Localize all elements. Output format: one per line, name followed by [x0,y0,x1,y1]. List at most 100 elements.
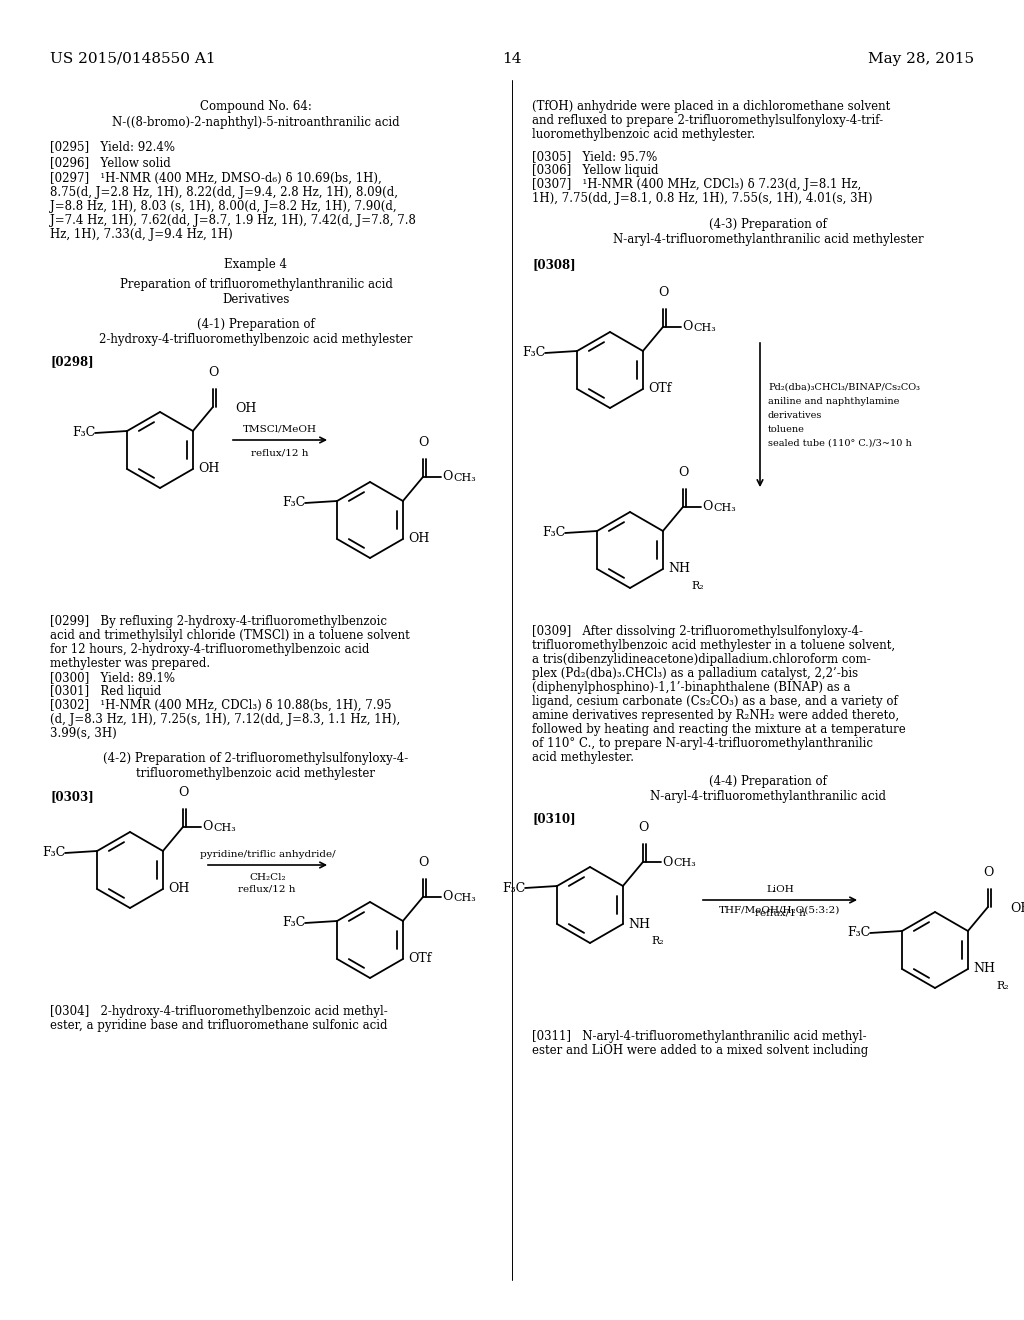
Text: OH: OH [408,532,429,545]
Text: [0300]   Yield: 89.1%: [0300] Yield: 89.1% [50,671,175,684]
Text: OTf: OTf [648,383,672,396]
Text: NH: NH [973,962,995,975]
Text: CH₃: CH₃ [693,323,716,333]
Text: J=7.4 Hz, 1H), 7.62(dd, J=8.7, 1.9 Hz, 1H), 7.42(d, J=7.8, 7.8: J=7.4 Hz, 1H), 7.62(dd, J=8.7, 1.9 Hz, 1… [50,214,416,227]
Text: ligand, cesium carbonate (Cs₂CO₃) as a base, and a variety of: ligand, cesium carbonate (Cs₂CO₃) as a b… [532,696,898,708]
Text: OH: OH [1010,903,1024,916]
Text: F₃C: F₃C [502,882,525,895]
Text: O: O [639,821,649,834]
Text: [0298]: [0298] [50,355,93,368]
Text: TMSCl/MeOH: TMSCl/MeOH [243,425,317,434]
Text: (4-1) Preparation of: (4-1) Preparation of [198,318,314,331]
Text: NH: NH [628,917,650,931]
Text: J=8.8 Hz, 1H), 8.03 (s, 1H), 8.00(d, J=8.2 Hz, 1H), 7.90(d,: J=8.8 Hz, 1H), 8.03 (s, 1H), 8.00(d, J=8… [50,201,396,213]
Text: [0297]   ¹H-NMR (400 MHz, DMSO-d₆) δ 10.69(bs, 1H),: [0297] ¹H-NMR (400 MHz, DMSO-d₆) δ 10.69… [50,172,382,185]
Text: reflux/12 h: reflux/12 h [239,884,296,894]
Text: O: O [209,366,219,379]
Text: 14: 14 [502,51,522,66]
Text: O: O [682,321,692,334]
Text: [0311]   N-aryl-4-trifluoromethylanthranilic acid methyl-: [0311] N-aryl-4-trifluoromethylanthranil… [532,1030,866,1043]
Text: [0308]: [0308] [532,257,575,271]
Text: Compound No. 64:: Compound No. 64: [200,100,312,114]
Text: (TfOH) anhydride were placed in a dichloromethane solvent: (TfOH) anhydride were placed in a dichlo… [532,100,890,114]
Text: reflux/1 h: reflux/1 h [755,908,806,917]
Text: sealed tube (110° C.)/3~10 h: sealed tube (110° C.)/3~10 h [768,438,911,447]
Text: Pd₂(dba)₃CHCl₃/BINAP/Cs₂CO₃: Pd₂(dba)₃CHCl₃/BINAP/Cs₂CO₃ [768,383,920,392]
Text: O: O [701,500,713,513]
Text: CH₃: CH₃ [673,858,695,869]
Text: May 28, 2015: May 28, 2015 [868,51,974,66]
Text: OH: OH [168,883,189,895]
Text: NH: NH [668,562,690,576]
Text: methylester was prepared.: methylester was prepared. [50,657,210,671]
Text: Derivatives: Derivatives [222,293,290,306]
Text: O: O [679,466,689,479]
Text: OH: OH [234,403,256,416]
Text: of 110° C., to prepare N-aryl-4-trifluoromethylanthranilic: of 110° C., to prepare N-aryl-4-trifluor… [532,737,873,750]
Text: luoromethylbenzoic acid methylester.: luoromethylbenzoic acid methylester. [532,128,756,141]
Text: [0309]   After dissolving 2-trifluoromethylsulfonyloxy-4-: [0309] After dissolving 2-trifluoromethy… [532,624,863,638]
Text: [0304]   2-hydroxy-4-trifluoromethylbenzoic acid methyl-: [0304] 2-hydroxy-4-trifluoromethylbenzoi… [50,1005,388,1018]
Text: 8.75(d, J=2.8 Hz, 1H), 8.22(dd, J=9.4, 2.8 Hz, 1H), 8.09(d,: 8.75(d, J=2.8 Hz, 1H), 8.22(dd, J=9.4, 2… [50,186,398,199]
Text: 3.99(s, 3H): 3.99(s, 3H) [50,727,117,741]
Text: N-aryl-4-trifluoromethylanthranilic acid: N-aryl-4-trifluoromethylanthranilic acid [650,789,886,803]
Text: (d, J=8.3 Hz, 1H), 7.25(s, 1H), 7.12(dd, J=8.3, 1.1 Hz, 1H),: (d, J=8.3 Hz, 1H), 7.25(s, 1H), 7.12(dd,… [50,713,400,726]
Text: followed by heating and reacting the mixture at a temperature: followed by heating and reacting the mix… [532,723,906,737]
Text: [0296]   Yellow solid: [0296] Yellow solid [50,156,171,169]
Text: LiOH: LiOH [766,884,794,894]
Text: [0307]   ¹H-NMR (400 MHz, CDCl₃) δ 7.23(d, J=8.1 Hz,: [0307] ¹H-NMR (400 MHz, CDCl₃) δ 7.23(d,… [532,178,861,191]
Text: O: O [179,785,189,799]
Text: 2-hydroxy-4-trifluoromethylbenzoic acid methylester: 2-hydroxy-4-trifluoromethylbenzoic acid … [99,333,413,346]
Text: O: O [442,470,453,483]
Text: R₂: R₂ [996,981,1009,991]
Text: [0299]   By refluxing 2-hydroxy-4-trifluoromethylbenzoic: [0299] By refluxing 2-hydroxy-4-trifluor… [50,615,387,628]
Text: ester and LiOH were added to a mixed solvent including: ester and LiOH were added to a mixed sol… [532,1044,868,1057]
Text: (4-3) Preparation of: (4-3) Preparation of [709,218,827,231]
Text: F₃C: F₃C [847,927,870,940]
Text: trifluoromethylbenzoic acid methylester: trifluoromethylbenzoic acid methylester [136,767,376,780]
Text: O: O [202,821,212,833]
Text: O: O [984,866,994,879]
Text: acid methylester.: acid methylester. [532,751,634,764]
Text: O: O [662,855,673,869]
Text: R₂: R₂ [691,581,703,591]
Text: (4-4) Preparation of: (4-4) Preparation of [709,775,827,788]
Text: F₃C: F₃C [282,496,305,510]
Text: N-aryl-4-trifluoromethylanthranilic acid methylester: N-aryl-4-trifluoromethylanthranilic acid… [612,234,924,246]
Text: Hz, 1H), 7.33(d, J=9.4 Hz, 1H): Hz, 1H), 7.33(d, J=9.4 Hz, 1H) [50,228,232,242]
Text: Preparation of trifluoromethylanthranilic acid: Preparation of trifluoromethylanthranili… [120,279,392,290]
Text: trifluoromethylbenzoic acid methylester in a toluene solvent,: trifluoromethylbenzoic acid methylester … [532,639,895,652]
Text: [0302]   ¹H-NMR (400 MHz, CDCl₃) δ 10.88(bs, 1H), 7.95: [0302] ¹H-NMR (400 MHz, CDCl₃) δ 10.88(b… [50,700,391,711]
Text: F₃C: F₃C [522,346,545,359]
Text: O: O [658,286,669,300]
Text: amine derivatives represented by R₂NH₂ were added thereto,: amine derivatives represented by R₂NH₂ w… [532,709,899,722]
Text: (4-2) Preparation of 2-trifluoromethylsulfonyloxy-4-: (4-2) Preparation of 2-trifluoromethylsu… [103,752,409,766]
Text: aniline and naphthylamine: aniline and naphthylamine [768,396,899,405]
Text: [0310]: [0310] [532,812,575,825]
Text: F₃C: F₃C [42,846,66,859]
Text: pyridine/triflic anhydride/: pyridine/triflic anhydride/ [200,850,335,859]
Text: O: O [442,891,453,903]
Text: for 12 hours, 2-hydroxy-4-trifluoromethylbenzoic acid: for 12 hours, 2-hydroxy-4-trifluoromethy… [50,643,370,656]
Text: CH₂Cl₂: CH₂Cl₂ [249,873,286,882]
Text: (diphenylphosphino)-1,1’-binaphthalene (BINAP) as a: (diphenylphosphino)-1,1’-binaphthalene (… [532,681,851,694]
Text: OTf: OTf [408,953,431,965]
Text: CH₃: CH₃ [453,473,476,483]
Text: CH₃: CH₃ [213,822,236,833]
Text: THF/MeOH/H₂O(5:3:2): THF/MeOH/H₂O(5:3:2) [719,906,841,915]
Text: acid and trimethylsilyl chloride (TMSCl) in a toluene solvent: acid and trimethylsilyl chloride (TMSCl)… [50,630,410,642]
Text: toluene: toluene [768,425,805,433]
Text: O: O [419,436,429,449]
Text: and refluxed to prepare 2-trifluoromethylsulfonyloxy-4-trif-: and refluxed to prepare 2-trifluoromethy… [532,114,883,127]
Text: ester, a pyridine base and trifluoromethane sulfonic acid: ester, a pyridine base and trifluorometh… [50,1019,387,1032]
Text: reflux/12 h: reflux/12 h [251,447,309,457]
Text: plex (Pd₂(dba)₃.CHCl₃) as a palladium catalyst, 2,2’-bis: plex (Pd₂(dba)₃.CHCl₃) as a palladium ca… [532,667,858,680]
Text: [0305]   Yield: 95.7%: [0305] Yield: 95.7% [532,150,657,162]
Text: F₃C: F₃C [72,426,95,440]
Text: R₂: R₂ [651,936,664,946]
Text: [0295]   Yield: 92.4%: [0295] Yield: 92.4% [50,140,175,153]
Text: N-((8-bromo)-2-naphthyl)-5-nitroanthranilic acid: N-((8-bromo)-2-naphthyl)-5-nitroanthrani… [113,116,399,129]
Text: F₃C: F₃C [542,527,565,540]
Text: Example 4: Example 4 [224,257,288,271]
Text: [0303]: [0303] [50,789,94,803]
